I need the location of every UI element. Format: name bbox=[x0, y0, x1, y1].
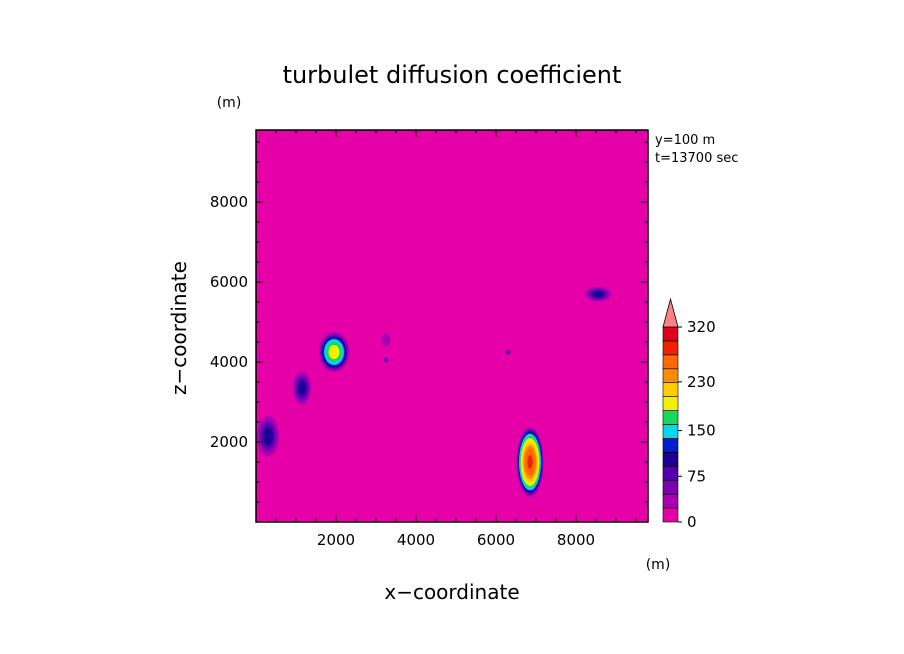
contour-level bbox=[297, 380, 307, 396]
colorbar: 0 75 150 230 320 bbox=[662, 297, 716, 531]
colorbar-segment bbox=[662, 340, 679, 356]
x-tick-label: 8000 bbox=[557, 531, 595, 549]
contour-level bbox=[381, 333, 391, 347]
contour-level bbox=[507, 351, 509, 353]
contour-feature bbox=[318, 332, 350, 372]
plot-area bbox=[255, 129, 649, 523]
contour-feature bbox=[585, 286, 611, 302]
colorbar-tick-label: 230 bbox=[687, 373, 716, 391]
x-tick-label: 4000 bbox=[397, 531, 435, 549]
colorbar-segment bbox=[662, 410, 679, 425]
colorbar-segment bbox=[662, 465, 679, 481]
contour-feature bbox=[383, 357, 389, 363]
plot-frame bbox=[255, 129, 649, 523]
colorbar-segment bbox=[662, 354, 679, 370]
x-tick-label: 6000 bbox=[477, 531, 515, 549]
time-annotation: t=13700 sec bbox=[655, 151, 738, 166]
y-tick-label: 4000 bbox=[210, 353, 248, 371]
colorbar-tick-label: 320 bbox=[687, 318, 716, 336]
colorbar-segment bbox=[662, 368, 679, 384]
colorbar-segment bbox=[662, 424, 679, 439]
x-axis-label: x−coordinate bbox=[384, 580, 519, 604]
y-tick-label: 2000 bbox=[210, 433, 248, 451]
contour-feature bbox=[516, 427, 544, 497]
colorbar-tick-label: 150 bbox=[687, 422, 716, 440]
contour-feature bbox=[257, 415, 279, 457]
y-tick-label: 8000 bbox=[210, 193, 248, 211]
colorbar-segment bbox=[662, 479, 679, 495]
colorbar-tick-label: 75 bbox=[687, 467, 706, 485]
y-axis-label: z−coordinate bbox=[167, 261, 191, 395]
contour-feature bbox=[292, 371, 312, 405]
y-axis: 2000 4000 6000 8000 bbox=[210, 141, 648, 503]
contour-level bbox=[328, 344, 340, 360]
contour-feature bbox=[381, 333, 391, 347]
colorbar-segment bbox=[662, 507, 679, 523]
contour-level bbox=[384, 358, 388, 362]
colorbar-segment bbox=[662, 452, 679, 467]
y-unit-label: (m) bbox=[217, 95, 242, 111]
colorbar-segment bbox=[662, 396, 679, 411]
colorbar-segment bbox=[662, 326, 679, 342]
colorbar-extend-arrow bbox=[662, 297, 679, 328]
contour-level bbox=[592, 290, 604, 298]
colorbar-tick-label: 0 bbox=[687, 513, 697, 531]
colorbar-segment bbox=[662, 438, 679, 453]
x-axis: 2000 4000 6000 8000 bbox=[275, 130, 637, 549]
contour-level bbox=[263, 427, 273, 445]
x-unit-label: (m) bbox=[646, 557, 671, 573]
colorbar-segment bbox=[662, 382, 679, 397]
plot-background bbox=[256, 130, 648, 522]
y-position-annotation: y=100 m bbox=[655, 133, 715, 148]
chart-title: turbulet diffusion coefficient bbox=[283, 61, 622, 89]
x-tick-label: 2000 bbox=[317, 531, 355, 549]
colorbar-segment bbox=[662, 493, 679, 509]
y-tick-label: 6000 bbox=[210, 273, 248, 291]
contour-feature bbox=[505, 349, 511, 355]
contour-level bbox=[527, 455, 533, 469]
